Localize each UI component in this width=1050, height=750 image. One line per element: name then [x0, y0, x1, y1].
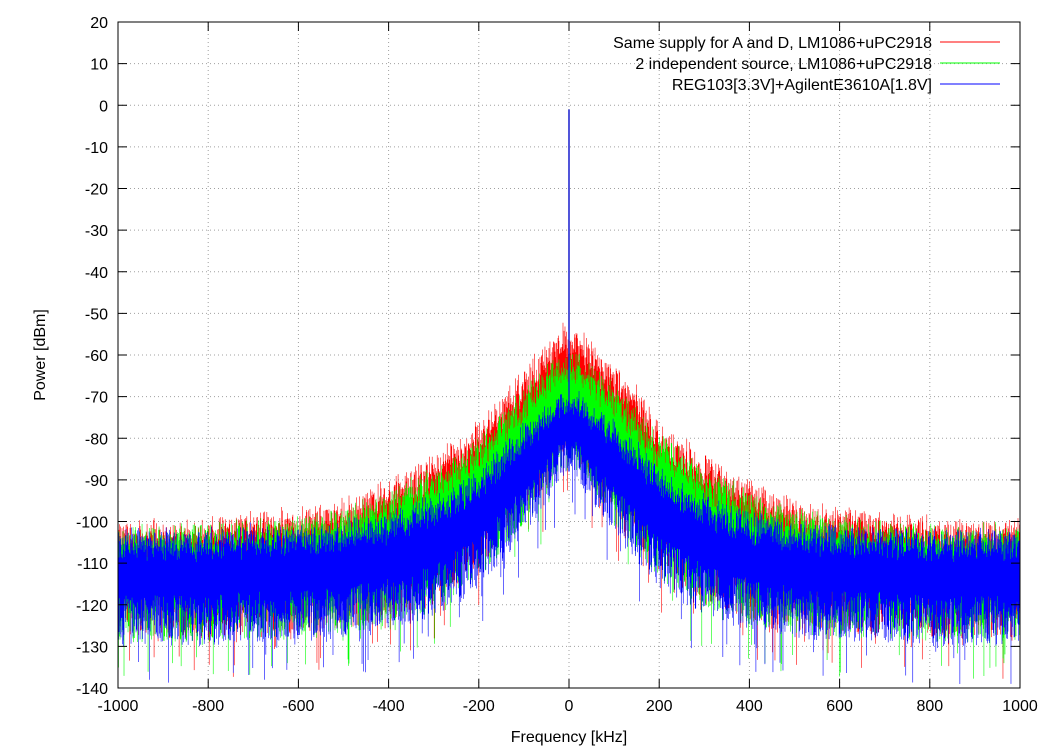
x-tick-label: 600 [826, 698, 853, 715]
x-axis-label: Frequency [kHz] [511, 729, 627, 746]
x-tick-label: -200 [463, 698, 495, 715]
y-tick-label: -70 [85, 390, 108, 407]
y-tick-label: -110 [77, 556, 108, 573]
x-tick-label: -800 [192, 698, 224, 715]
x-tick-label: -1000 [98, 698, 139, 715]
axis-ticks: 20 10 0 -10 -20 -30 -40 -50 -60 -70 -80 -90 -100 -110… [76, 15, 1038, 715]
legend-label: Same supply for A and D, LM1086+uPC2918 [613, 35, 932, 52]
y-tick-label: 10 [90, 57, 108, 74]
x-tick-label: 0 [565, 698, 574, 715]
y-tick-label: -120 [76, 598, 108, 615]
y-tick-label: -140 [76, 681, 108, 698]
x-tick-label: -600 [282, 698, 314, 715]
y-axis-label: Power [dBm] [32, 309, 49, 401]
legend-label: 2 independent source, LM1086+uPC2918 [635, 56, 932, 73]
y-tick-label: 0 [99, 98, 108, 115]
y-tick-label: -10 [85, 140, 108, 157]
y-tick-label: -100 [76, 515, 108, 532]
y-tick-label: 20 [90, 15, 108, 32]
y-tick-label: -50 [85, 306, 108, 323]
y-tick-label: -40 [85, 265, 108, 282]
y-tick-label: -80 [85, 431, 108, 448]
x-tick-label: 1000 [1002, 698, 1038, 715]
legend: Same supply for A and D, LM1086+uPC2918 2… [613, 35, 1000, 94]
x-tick-label: -400 [373, 698, 405, 715]
y-tick-label: -90 [85, 473, 108, 490]
x-tick-label: 200 [646, 698, 673, 715]
x-tick-label: 400 [736, 698, 763, 715]
y-tick-label: -130 [76, 639, 108, 656]
legend-label: REG103[3.3V]+AgilentE3610A[1.8V] [672, 77, 932, 94]
x-tick-label: 800 [916, 698, 943, 715]
y-tick-label: -30 [85, 223, 108, 240]
y-tick-label: -60 [85, 348, 108, 365]
y-tick-label: -20 [85, 182, 108, 199]
